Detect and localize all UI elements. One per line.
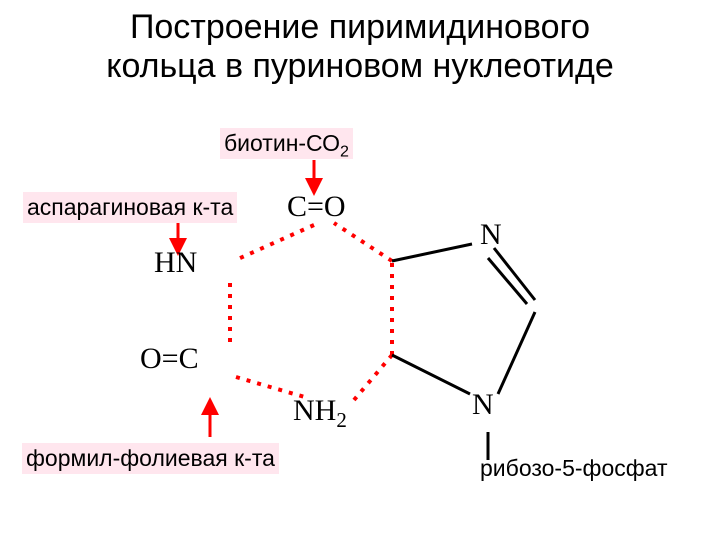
label-ribose: рибозо-5-фосфат xyxy=(480,455,668,482)
label-formyl: формил-фолиевая к-та xyxy=(22,443,279,474)
atom-nh2: NН2 xyxy=(293,394,347,428)
atom-n-top: N xyxy=(480,218,502,252)
atom-oc: О=С xyxy=(140,342,199,376)
atom-n-bot: N xyxy=(472,388,494,422)
atom-co-top: С=О xyxy=(287,190,346,224)
label-biotin: биотин-СО2 xyxy=(220,128,353,159)
atom-hn: НN xyxy=(154,246,197,280)
label-asp: аспарагиновая к-та xyxy=(23,192,237,223)
